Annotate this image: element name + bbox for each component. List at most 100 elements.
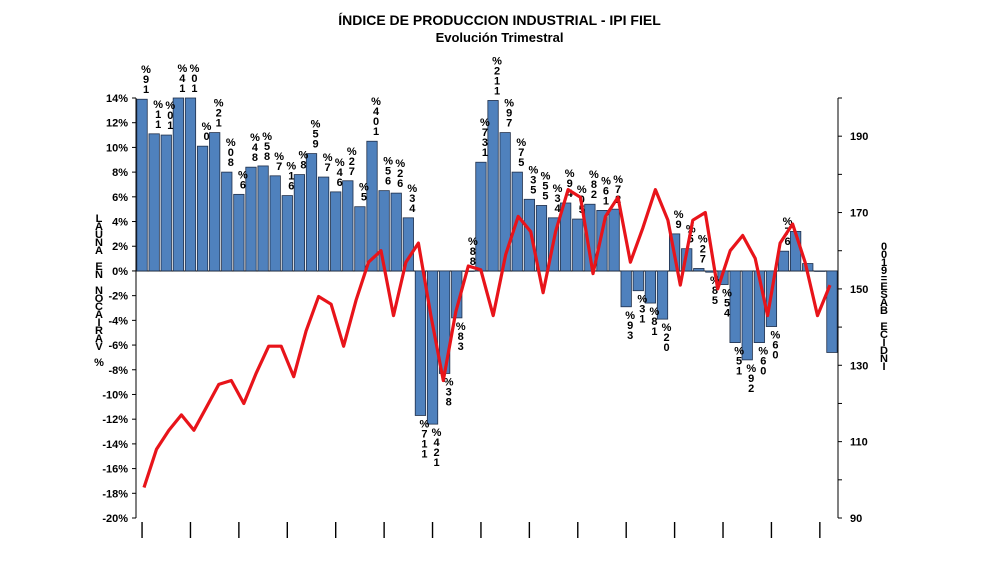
bar-data-label: % 2 1 1 bbox=[492, 55, 502, 97]
bar-data-label: % 5 8 bbox=[262, 131, 272, 163]
left-tick-label: 10% bbox=[106, 142, 128, 154]
bar bbox=[317, 176, 330, 272]
bar bbox=[257, 165, 269, 272]
bar-data-label: % 2 6 bbox=[395, 158, 405, 190]
bar-data-label: % 9 4 bbox=[565, 168, 575, 200]
bar bbox=[572, 218, 584, 272]
bar bbox=[172, 97, 184, 272]
bar-data-label: % 3 8 bbox=[444, 376, 454, 408]
left-tick-label: 0% bbox=[112, 266, 128, 278]
bar-data-label: % 4 8 bbox=[250, 132, 260, 164]
left-tick-label: -4% bbox=[108, 315, 128, 327]
bar-data-label: % 6 bbox=[238, 169, 248, 191]
bar-data-label: % 3 4 bbox=[553, 183, 563, 215]
bar bbox=[330, 191, 342, 272]
bar-data-label: % 0 1 bbox=[165, 100, 175, 132]
bar bbox=[729, 270, 741, 343]
bar-data-label: % 0 1 bbox=[190, 63, 200, 95]
bar bbox=[656, 270, 669, 320]
right-tick-label: 90 bbox=[850, 513, 862, 525]
bar-data-label: % 5 9 bbox=[311, 119, 321, 151]
bar bbox=[523, 198, 535, 272]
left-tick-label: -8% bbox=[108, 365, 128, 377]
bar bbox=[366, 140, 378, 272]
left-tick-label: 8% bbox=[112, 167, 128, 179]
bar bbox=[741, 270, 753, 361]
left-tick-label: -10% bbox=[102, 389, 128, 401]
bar bbox=[148, 133, 160, 272]
bar bbox=[584, 203, 596, 272]
bar bbox=[209, 132, 221, 272]
bar-data-label: % 8 8 bbox=[468, 236, 478, 268]
bar-data-label: % 7 bbox=[323, 152, 333, 174]
bar bbox=[390, 192, 402, 272]
left-tick-label: -6% bbox=[108, 340, 128, 352]
bar bbox=[475, 161, 487, 272]
bar bbox=[644, 270, 657, 304]
bar bbox=[814, 270, 826, 272]
bar-data-label: % 8 2 bbox=[589, 169, 599, 201]
bar-data-label: % 2 1 bbox=[214, 98, 224, 130]
bar-data-label: % 4 6 bbox=[335, 157, 345, 189]
bar bbox=[826, 270, 838, 353]
bar-data-label: % 7 bbox=[274, 151, 284, 173]
bar-data-label: % 5 5 bbox=[541, 170, 551, 202]
bar-data-label: % 4 0 1 bbox=[371, 96, 381, 138]
left-tick-label: -16% bbox=[102, 464, 128, 476]
bar-data-label: % 1 1 bbox=[153, 99, 163, 131]
bar bbox=[535, 205, 548, 272]
bar-data-label: % 4 2 1 bbox=[432, 427, 442, 469]
bar-data-label: % 9 1 bbox=[141, 64, 151, 96]
bar-data-label: % 7 3 1 bbox=[480, 117, 490, 159]
bar bbox=[281, 195, 293, 272]
right-tick-label: 170 bbox=[850, 208, 868, 220]
bar-data-label: % 9 3 bbox=[625, 310, 635, 342]
bar bbox=[608, 208, 620, 272]
bar bbox=[160, 134, 172, 272]
bar-data-label: % 8 3 bbox=[456, 321, 466, 353]
bar bbox=[354, 206, 366, 272]
bar bbox=[221, 171, 233, 272]
bar bbox=[233, 193, 245, 272]
bar bbox=[342, 180, 354, 272]
bar bbox=[245, 166, 257, 272]
bar bbox=[196, 145, 209, 272]
chart-subtitle: Evolución Trimestral bbox=[435, 30, 564, 45]
bar-data-label: % 9 2 bbox=[746, 363, 756, 395]
bar-data-label: % 7 5 bbox=[516, 137, 526, 169]
axes bbox=[132, 97, 842, 538]
bar-data-label: % 8 1 bbox=[650, 306, 660, 338]
bar-data-label: % 5 4 bbox=[722, 288, 732, 320]
bar-data-label: % 8 bbox=[299, 150, 309, 172]
bar-data-label: % 6 1 bbox=[601, 175, 611, 207]
left-tick-label: -14% bbox=[102, 439, 128, 451]
bar-data-label: % 5 1 bbox=[734, 346, 744, 378]
right-tick-label: 130 bbox=[850, 360, 868, 372]
bar bbox=[632, 270, 644, 292]
bar bbox=[777, 250, 790, 272]
bar-data-label: % 2 7 bbox=[347, 146, 357, 178]
bar-data-label: % 0 8 bbox=[226, 137, 236, 169]
left-tick-label: 2% bbox=[112, 241, 128, 253]
bar bbox=[499, 132, 511, 272]
bar bbox=[620, 270, 632, 308]
bar bbox=[693, 268, 705, 272]
bar-data-label: % 2 7 bbox=[698, 233, 708, 265]
bar bbox=[136, 98, 148, 272]
line-series bbox=[142, 188, 832, 488]
bar bbox=[184, 97, 197, 272]
index-line bbox=[142, 188, 832, 488]
bar-data-label: % 7 1 1 bbox=[420, 418, 430, 460]
chart-title: ÍNDICE DE PRODUCCION INDUSTRIAL - IPI FI… bbox=[338, 12, 661, 28]
left-tick-label: -20% bbox=[102, 513, 128, 525]
bar-data-label: % 0 bbox=[202, 121, 212, 143]
left-tick-label: -18% bbox=[102, 488, 128, 500]
right-tick-label: 190 bbox=[850, 131, 868, 143]
bar-data-label: % 3 5 bbox=[528, 164, 538, 196]
bar-data-label: % 1 6 bbox=[286, 161, 296, 193]
right-tick-label: 110 bbox=[850, 437, 868, 449]
bar bbox=[402, 217, 414, 272]
